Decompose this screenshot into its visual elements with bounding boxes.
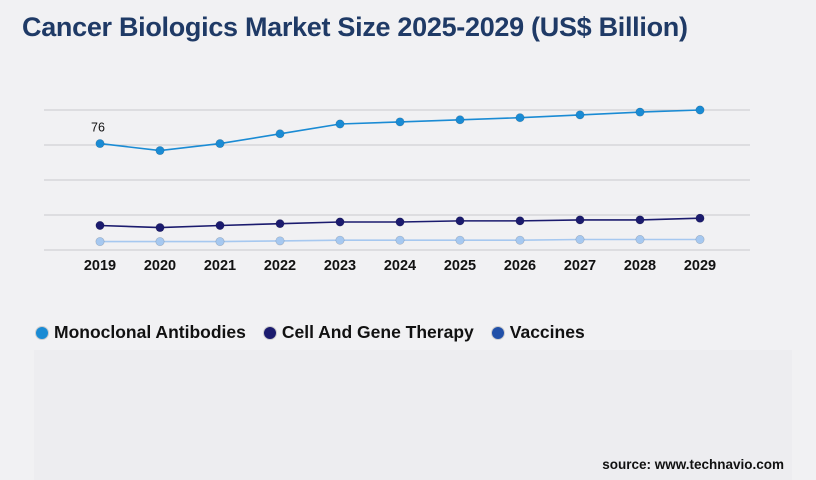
data-point-cell-and-gene-therapy <box>575 215 585 225</box>
data-point-vaccines <box>395 235 405 245</box>
x-tick-label: 2020 <box>144 258 176 274</box>
data-point-cell-and-gene-therapy <box>395 217 405 227</box>
x-tick-label: 2022 <box>264 258 296 274</box>
x-tick-label: 2029 <box>684 258 716 274</box>
data-point-cell-and-gene-therapy <box>215 221 225 231</box>
data-point-cell-and-gene-therapy <box>335 217 345 227</box>
data-point-monoclonal-antibodies <box>575 110 585 120</box>
legend-marker-icon <box>263 326 276 339</box>
data-point-cell-and-gene-therapy <box>95 221 105 231</box>
legend-item-vaccines: Vaccines <box>491 322 585 343</box>
data-point-vaccines <box>515 235 525 245</box>
legend-label: Cell And Gene Therapy <box>281 322 474 342</box>
data-point-vaccines <box>455 235 465 245</box>
data-point-vaccines <box>635 235 645 245</box>
data-point-monoclonal-antibodies <box>395 117 405 127</box>
empty-panel <box>34 350 792 480</box>
data-point-monoclonal-antibodies <box>275 129 285 139</box>
data-point-monoclonal-antibodies <box>335 119 345 129</box>
data-point-cell-and-gene-therapy <box>695 213 705 223</box>
data-point-monoclonal-antibodies <box>215 139 225 149</box>
chart-title: Cancer Biologics Market Size 2025-2029 (… <box>22 12 688 42</box>
data-point-vaccines <box>95 237 105 247</box>
data-point-vaccines <box>695 235 705 245</box>
x-tick-label: 2028 <box>624 258 656 274</box>
x-tick-label: 2023 <box>324 258 356 274</box>
legend: Monoclonal Antibodies Cell And Gene Thera… <box>36 322 603 343</box>
x-tick-label: 2024 <box>384 258 416 274</box>
x-tick-label: 2019 <box>84 258 116 274</box>
data-point-monoclonal-antibodies <box>155 146 165 156</box>
data-point-vaccines <box>335 235 345 245</box>
legend-label: Monoclonal Antibodies <box>54 322 246 342</box>
x-tick-label: 2025 <box>444 258 476 274</box>
data-point-monoclonal-antibodies <box>635 107 645 117</box>
legend-item-cell-and-gene-therapy: Cell And Gene Therapy <box>263 322 474 343</box>
data-point-monoclonal-antibodies <box>95 139 105 149</box>
x-tick-label: 2021 <box>204 258 236 274</box>
legend-item-monoclonal-antibodies: Monoclonal Antibodies <box>36 322 246 343</box>
data-point-vaccines <box>215 237 225 247</box>
data-point-cell-and-gene-therapy <box>275 219 285 229</box>
data-point-vaccines <box>155 237 165 247</box>
data-label: 76 <box>91 121 105 135</box>
data-point-monoclonal-antibodies <box>515 113 525 123</box>
data-point-vaccines <box>575 235 585 245</box>
source-note: source: www.technavio.com <box>602 457 784 472</box>
x-tick-label: 2027 <box>564 258 596 274</box>
data-point-cell-and-gene-therapy <box>455 216 465 226</box>
data-point-monoclonal-antibodies <box>455 115 465 125</box>
line-chart: 2019 2020 2021 2022 2023 2024 2025 2026 2027 2028… <box>44 105 750 274</box>
data-point-cell-and-gene-therapy <box>515 216 525 226</box>
x-tick-label: 2026 <box>504 258 536 274</box>
data-point-vaccines <box>275 236 285 246</box>
data-point-cell-and-gene-therapy <box>635 215 645 225</box>
legend-marker-icon <box>36 326 48 339</box>
data-point-monoclonal-antibodies <box>695 105 705 115</box>
legend-marker-icon <box>491 326 504 339</box>
legend-label: Vaccines <box>509 322 585 342</box>
data-point-cell-and-gene-therapy <box>155 223 165 233</box>
